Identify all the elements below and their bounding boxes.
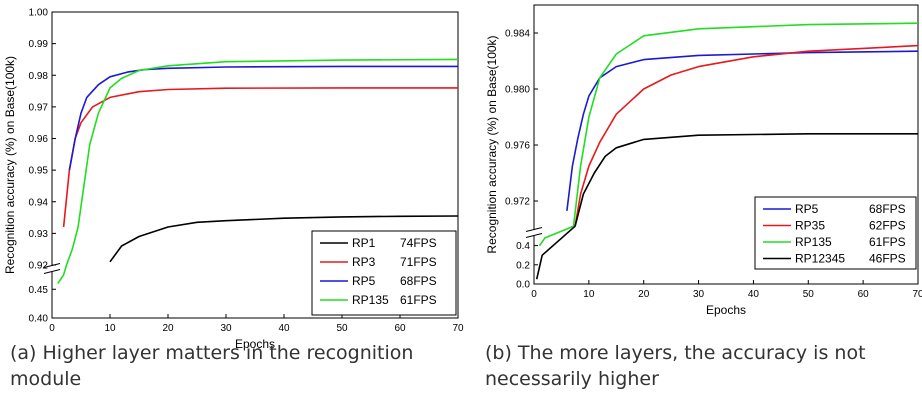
legend-label: RP3 [352,255,376,269]
legend-fps-label: 61FPS [400,293,437,307]
legend-label: RP1 [352,236,376,250]
y-tick-label: 0.95 [29,166,49,177]
x-tick-label: 70 [452,323,464,334]
y-tick-label: 1.00 [29,8,49,19]
legend-label: RP135 [795,235,832,249]
axis-break-mark [525,233,543,238]
caption-a: (a) Higher layer matters in the recognit… [10,342,414,390]
axis-break-gap [526,230,542,235]
y-tick-label: 0.0 [516,280,530,291]
y-tick-label: 0.97 [29,102,49,113]
y-tick-label: 0.94 [29,197,49,208]
legend-fps-label: 68FPS [869,202,906,216]
y-tick-label: 0.99 [29,39,49,50]
y-tick-label: 0.2 [516,260,530,271]
chart-panel-b: 0 10 20 30 40 50 60 70 0.972 0.976 0.980 0.984 0.0 0.… [485,4,922,317]
legend-label: RP5 [795,202,819,216]
y-tick-label: 0.4 [516,241,530,252]
y-axis-title: Recognition accuracy (%) on Base(100k) [485,35,499,253]
legend-label: RP135 [352,293,389,307]
y-tick-label: 0.98 [29,71,49,82]
axis-break-mark [525,227,543,232]
x-tick-label: 70 [912,289,922,300]
legend-fps-label: 68FPS [400,274,437,288]
y-tick-label: 0.96 [29,134,49,145]
series-line-rp12345 [535,133,918,280]
legend-fps-label: 74FPS [400,236,437,250]
x-tick-label: 50 [803,289,815,300]
x-axis-title: Epochs [706,303,746,317]
x-axis-title: Epochs [235,337,275,351]
axis-break-mark [43,269,61,274]
series-line-rp35 [574,44,919,227]
x-tick-label: 40 [278,323,290,334]
y-tick-label: 0.40 [29,314,49,325]
plot-frame [51,11,459,319]
x-tick-label: 30 [693,289,705,300]
legend: RP5 68FPS RP35 62FPS RP135 61FPS RP12345 46FPS [754,196,917,270]
x-tick-label: 20 [638,289,650,300]
legend-label: RP35 [795,219,825,233]
legend-label: RP12345 [795,252,845,266]
x-tick-label: 0 [49,323,55,334]
x-tick-label: 10 [583,289,595,300]
x-tick-label: 60 [394,323,406,334]
y-tick-label: 0.980 [505,85,530,96]
legend-fps-label: 71FPS [400,255,437,269]
legend-fps-label: 62FPS [869,219,906,233]
caption-b: (b) The more layers, the accuracy is not… [485,342,866,390]
legend: RP1 74FPS RP3 71FPS RP5 68FPS RP135 61FPS [311,230,457,316]
series-line-rp3 [62,87,458,228]
series-line-rp135 [538,22,919,247]
x-tick-label: 60 [858,289,870,300]
series-line-rp135 [57,58,459,284]
legend-box [311,230,457,316]
y-axis-title: Recognition accuracy (%) on Base(100k) [3,56,17,274]
legend-label: RP5 [352,274,376,288]
axis-break-gap [44,266,60,271]
series-line-rp1 [109,215,459,263]
chart-panel-a: 0 10 20 30 40 50 60 70 0.92 0.93 0.94 0.95 0.96 0.97 0… [3,8,464,352]
legend-fps-label: 61FPS [869,235,906,249]
x-tick-label: 10 [104,323,116,334]
y-tick-label: 0.972 [505,197,530,208]
series-line-rp5 [68,65,458,171]
y-tick-label: 0.92 [29,261,49,272]
y-tick-label: 0.45 [29,285,49,296]
x-tick-label: 50 [336,323,348,334]
legend-fps-label: 46FPS [869,252,906,266]
x-tick-label: 20 [162,323,174,334]
y-tick-label: 0.984 [505,29,530,40]
x-tick-label: 0 [531,289,537,300]
x-tick-label: 30 [220,323,232,334]
y-tick-label: 0.976 [505,141,530,152]
series-line-rp5 [566,50,919,211]
y-tick-label: 0.93 [29,229,49,240]
x-tick-label: 40 [748,289,760,300]
